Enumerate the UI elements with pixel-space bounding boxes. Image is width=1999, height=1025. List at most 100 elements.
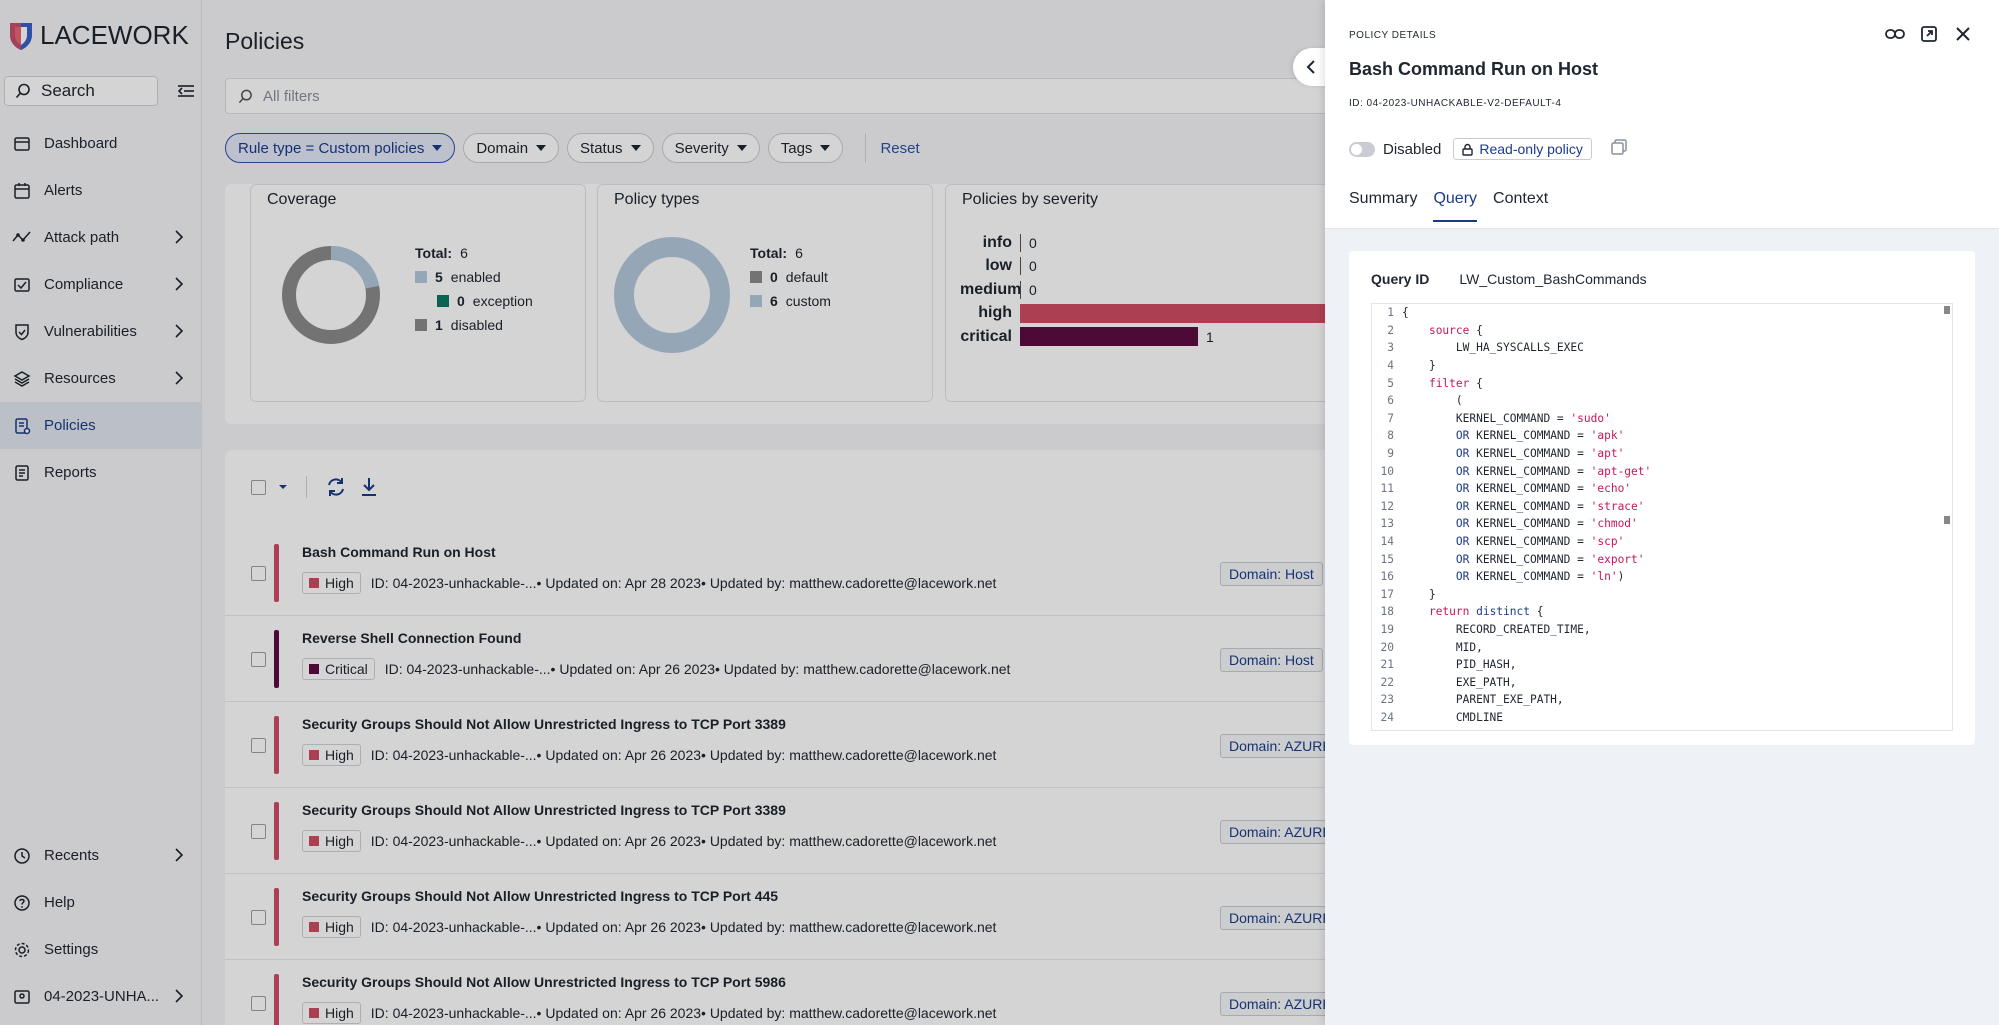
table-row[interactable]: Security Groups Should Not Allow Unrestr… (225, 874, 1525, 960)
caret-down-icon (630, 145, 641, 151)
modal-backdrop[interactable] (0, 0, 1325, 1025)
scrollbar-marker[interactable] (1944, 306, 1950, 314)
table-row[interactable]: Security Groups Should Not Allow Unrestr… (225, 702, 1525, 788)
tab-summary[interactable]: Summary (1349, 190, 1418, 207)
chip-severity[interactable]: Severity (661, 133, 760, 163)
policy-title[interactable]: Security Groups Should Not Allow Unrestr… (302, 802, 786, 818)
domain-tag: Domain: AZURE (1220, 820, 1341, 844)
policy-meta: High ID: 04-2023-unhackable-...• Updated … (302, 572, 996, 594)
severity-swatch (309, 578, 319, 588)
reset-link[interactable]: Reset (865, 133, 920, 163)
caret-down-icon (736, 145, 747, 151)
line-number: 15 (1380, 552, 1394, 566)
search-icon (238, 89, 252, 103)
nav-label: Resources (44, 370, 116, 387)
nav-label: Policies (44, 417, 96, 434)
shield-icon (12, 322, 32, 342)
row-checkbox[interactable] (251, 996, 266, 1011)
nav-attack-path[interactable]: Attack path (0, 214, 202, 261)
sidebar-bottom-nav: Recents Help Settings 04-2023-UNHA... (0, 832, 202, 1020)
open-external-icon[interactable] (1919, 24, 1939, 44)
card-title: Policies by severity (962, 191, 1099, 208)
table-row[interactable]: Security Groups Should Not Allow Unrestr… (225, 960, 1525, 1025)
drawer-kicker: POLICY DETAILS (1349, 30, 1437, 41)
scrollbar-marker[interactable] (1944, 516, 1950, 524)
nav-account[interactable]: 04-2023-UNHA... (0, 973, 202, 1020)
logo[interactable]: LACEWORK (8, 20, 189, 51)
table-row[interactable]: Security Groups Should Not Allow Unrestr… (225, 788, 1525, 874)
enabled-toggle[interactable] (1349, 141, 1375, 157)
code-line: 16 OR KERNEL_COMMAND = 'ln') (1372, 568, 1952, 586)
row-checkbox[interactable] (251, 824, 266, 839)
severity-stripe (274, 802, 279, 860)
copy-icon[interactable] (1610, 138, 1628, 160)
row-checkbox[interactable] (251, 652, 266, 667)
legend-row-disabled: 1 disabled (415, 313, 533, 337)
chip-status[interactable]: Status (567, 133, 654, 163)
line-number: 20 (1380, 640, 1394, 654)
row-checkbox[interactable] (251, 566, 266, 581)
code-line: 6 ( (1372, 392, 1952, 410)
nav-reports[interactable]: Reports (0, 449, 202, 496)
row-checkbox[interactable] (251, 910, 266, 925)
tab-query[interactable]: Query (1433, 190, 1478, 222)
row-checkbox[interactable] (251, 738, 266, 753)
policy-title[interactable]: Security Groups Should Not Allow Unrestr… (302, 716, 786, 732)
policy-title[interactable]: Bash Command Run on Host (302, 544, 496, 560)
nav-label: Dashboard (44, 135, 118, 152)
nav-label: Reports (44, 464, 97, 481)
nav-resources[interactable]: Resources (0, 355, 202, 402)
legend-label: custom (785, 293, 831, 309)
collapse-menu-icon[interactable] (176, 81, 196, 101)
refresh-icon[interactable] (325, 476, 347, 498)
line-number: 1 (1387, 306, 1394, 320)
chip-tags[interactable]: Tags (767, 133, 844, 163)
chevron-down-icon[interactable] (278, 483, 288, 491)
query-code-editor[interactable]: 1{2 source {3 LW_HA_SYSCALLS_EXEC 4 } 5 fi… (1371, 303, 1953, 731)
nav-dashboard[interactable]: Dashboard (0, 120, 202, 167)
line-number: 22 (1380, 675, 1394, 689)
chevron-right-icon (175, 230, 184, 244)
query-id-value: LW_Custom_BashCommands (1459, 271, 1647, 287)
policy-title[interactable]: Reverse Shell Connection Found (302, 630, 522, 646)
meta-text: ID: 04-2023-unhackable-...• Updated on: … (370, 747, 997, 763)
link-icon[interactable] (1885, 24, 1905, 44)
line-number: 14 (1380, 535, 1394, 549)
code-line: 21 PID_HASH, (1372, 656, 1952, 674)
chip-domain[interactable]: Domain (463, 133, 560, 163)
meta-text: ID: 04-2023-unhackable-...• Updated on: … (370, 833, 997, 849)
severity-swatch (309, 664, 319, 674)
severity-value: 1 (1206, 328, 1214, 345)
tab-context[interactable]: Context (1493, 190, 1549, 207)
code-line: 8 OR KERNEL_COMMAND = 'apk' (1372, 427, 1952, 445)
select-all-checkbox[interactable] (251, 479, 266, 495)
drawer-controls: Disabled Read-only policy (1349, 138, 1628, 160)
table-row[interactable]: Reverse Shell Connection Found Critical I… (225, 616, 1525, 702)
nav-vulnerabilities[interactable]: Vulnerabilities (0, 308, 202, 355)
severity-bar-critical (1020, 327, 1198, 347)
policy-title[interactable]: Security Groups Should Not Allow Unrestr… (302, 888, 779, 904)
nav-compliance[interactable]: Compliance (0, 261, 202, 308)
code-text: OR KERNEL_COMMAND = 'apk' (1455, 429, 1625, 443)
table-row[interactable]: Bash Command Run on Host High ID: 04-2023… (225, 530, 1525, 616)
nav-policies[interactable]: Policies (0, 402, 202, 449)
nav-recents[interactable]: Recents (0, 832, 202, 879)
policy-title[interactable]: Security Groups Should Not Allow Unrestr… (302, 974, 786, 990)
download-icon[interactable] (359, 476, 379, 498)
nav-help[interactable]: Help (0, 879, 202, 926)
policy-list-panel: Bash Command Run on Host High ID: 04-2023… (225, 450, 1525, 1025)
nav-settings[interactable]: Settings (0, 926, 202, 973)
chip-rule-type[interactable]: Rule type = Custom policies (225, 133, 456, 163)
drawer-collapse-button[interactable] (1293, 48, 1329, 86)
code-text: RECORD_CREATED_TIME, (1402, 622, 1591, 636)
chevron-right-icon (175, 371, 184, 385)
clock-icon (12, 846, 32, 866)
severity-badge: Critical (302, 658, 375, 680)
axis-tick (1020, 257, 1021, 276)
nav-alerts[interactable]: Alerts (0, 167, 202, 214)
global-search[interactable]: Search (4, 76, 158, 106)
close-icon[interactable] (1953, 24, 1973, 44)
severity-badge: High (302, 830, 361, 852)
summary-panel: Coverage Total: 6 5 enabled 0 exception 1 di… (225, 184, 1545, 424)
severity-stripe (274, 544, 279, 602)
